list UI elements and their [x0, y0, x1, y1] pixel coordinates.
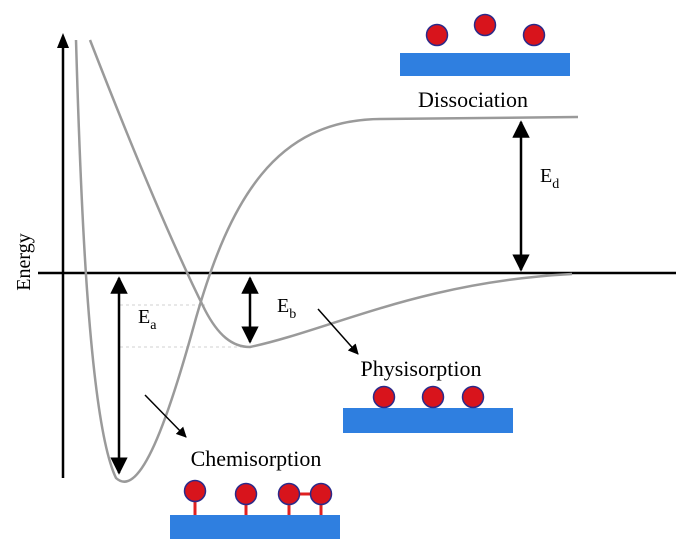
chemisorption-illustration: [170, 479, 340, 539]
dissociation-atom: [522, 23, 546, 47]
physisorption-illustration: [343, 385, 513, 433]
chemisorption-curve: [74, 39, 579, 483]
chemisorption-atom: [277, 482, 301, 506]
chemisorption-label: Chemisorption: [191, 446, 322, 471]
ed-label: Ed: [540, 165, 559, 192]
eb-label: Eb: [277, 295, 296, 322]
dissociation-surface: [400, 53, 570, 76]
physisorption-atom: [372, 385, 396, 409]
chemisorption-atom: [309, 482, 333, 506]
energy-axis-arrowhead: [57, 33, 69, 48]
physisorption-surface: [343, 408, 513, 433]
energy-axis-label: Energy: [13, 233, 35, 290]
chemisorption-atom: [183, 479, 207, 503]
physisorption-label: Physisorption: [360, 356, 481, 381]
physisorption-pointer-arrow: [317, 308, 359, 355]
chemisorption-pointer-arrow: [144, 394, 187, 438]
physisorption-atom: [461, 385, 485, 409]
physisorption-atom: [421, 385, 445, 409]
dissociation-atom: [473, 13, 497, 37]
ea-label: Ea: [138, 306, 157, 333]
dissociation-atom: [425, 23, 449, 47]
chemisorption-surface: [170, 515, 340, 539]
physisorption-curve: [88, 39, 573, 349]
dissociation-label: Dissociation: [418, 87, 528, 112]
dissociation-illustration: [400, 13, 570, 76]
chemisorption-atom: [234, 482, 258, 506]
